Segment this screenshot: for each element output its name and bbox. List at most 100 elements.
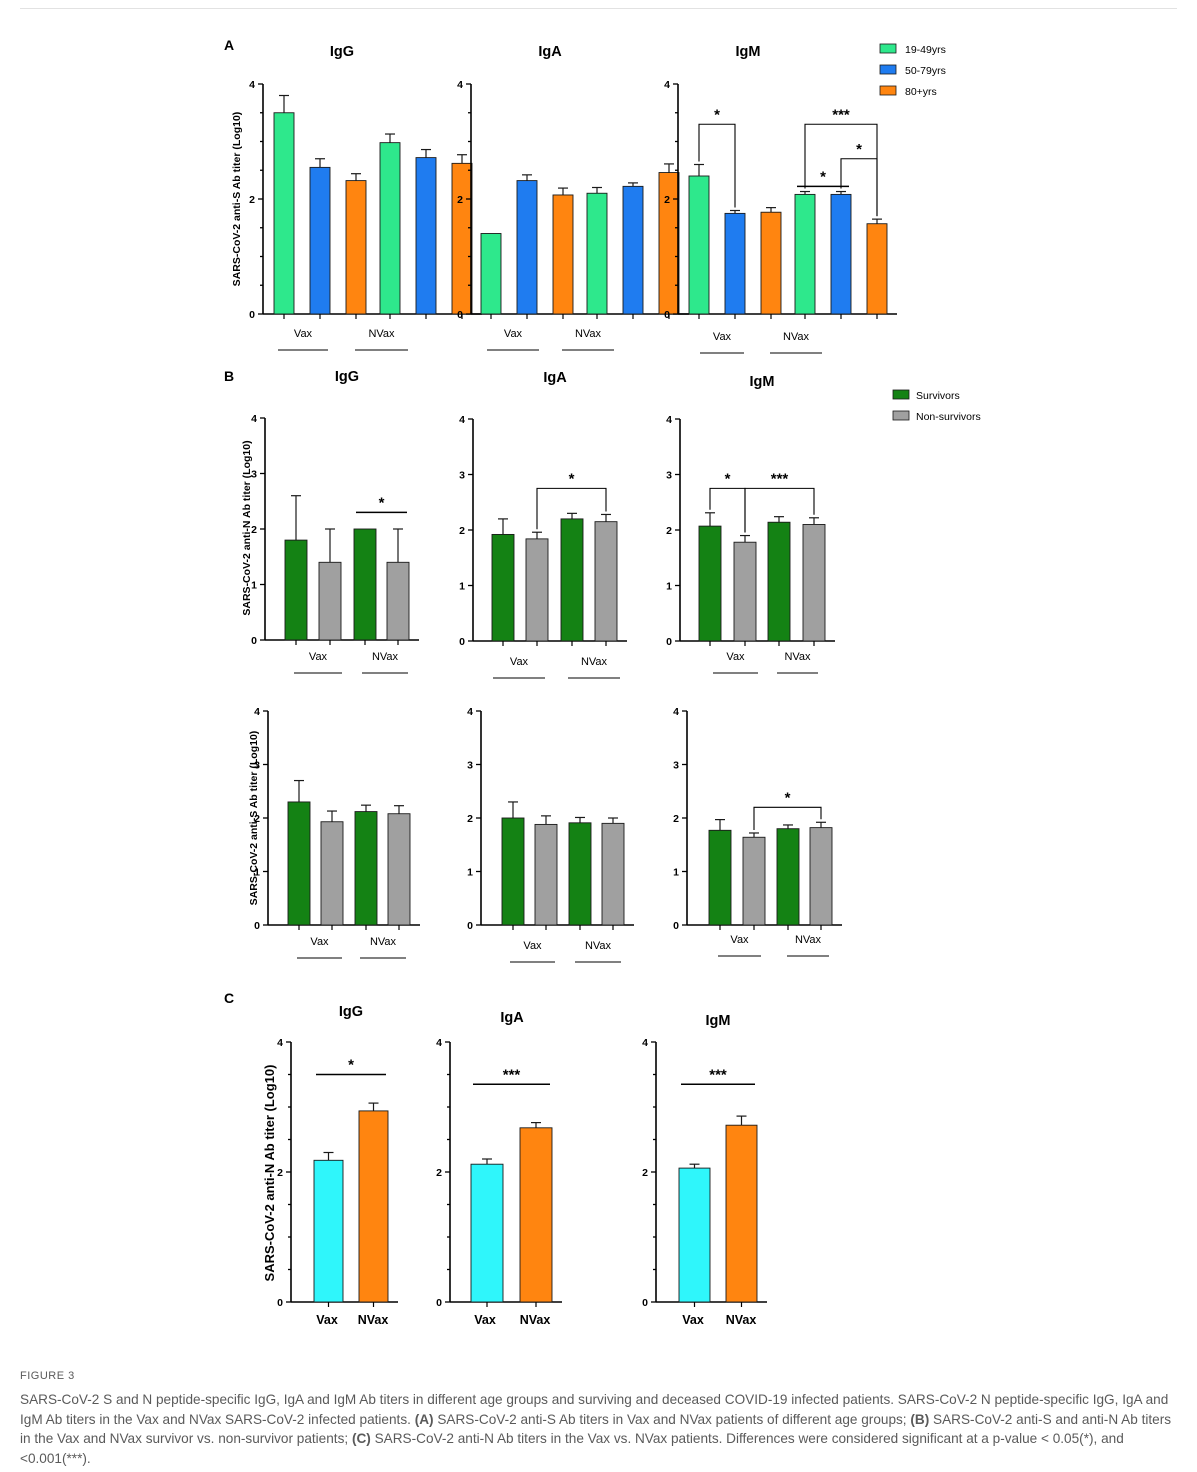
y-tick-label: 0 xyxy=(249,309,255,321)
y-tick-label: 4 xyxy=(254,706,260,718)
caption-a-text: SARS-CoV-2 anti-S Ab titers in Vax and N… xyxy=(437,1411,907,1427)
y-tick-label: 4 xyxy=(467,706,473,718)
significance-bracket xyxy=(753,806,822,830)
category-label: Vax xyxy=(316,1313,338,1327)
group-label: Vax xyxy=(726,651,745,663)
chart-title: IgM xyxy=(736,44,761,60)
bar xyxy=(698,525,722,642)
legend-swatch xyxy=(892,410,910,421)
y-tick-label: 4 xyxy=(457,79,463,91)
y-tick-label: 4 xyxy=(249,79,255,91)
y-tick-label: 2 xyxy=(249,194,255,206)
top-rule xyxy=(20,8,1177,9)
significance-bracket xyxy=(744,487,815,533)
y-tick-label: 4 xyxy=(436,1037,442,1049)
caption-a-label: (A) xyxy=(414,1411,434,1427)
significance-label: * xyxy=(379,494,385,511)
y-tick-label: 0 xyxy=(459,636,465,648)
panel-a-ylabel: SARS-CoV-2 anti-S Ab titer (Log10) xyxy=(231,112,243,287)
group-label: NVax xyxy=(372,651,399,663)
group-label: NVax xyxy=(795,934,822,946)
legend-label: 80+yrs xyxy=(905,86,937,98)
bar xyxy=(830,193,852,315)
group-label: NVax xyxy=(368,328,395,340)
y-tick-label: 3 xyxy=(254,760,260,772)
bar xyxy=(760,211,782,315)
legend-swatch xyxy=(879,85,897,96)
chart-c-igg: IgG 0 2 4 Vax NVax * xyxy=(277,1004,398,1327)
group-label: Vax xyxy=(523,940,542,952)
caption-intro: SARS-CoV-2 S and N peptide-specific IgG,… xyxy=(20,1392,1169,1427)
y-tick-label: 2 xyxy=(459,525,465,537)
bar xyxy=(318,561,342,641)
panel-c-ylabel: SARS-CoV-2 anti-N Ab titer (Log10) xyxy=(262,1065,277,1282)
y-tick-label: 2 xyxy=(251,524,257,536)
y-tick-label: 4 xyxy=(459,414,465,426)
significance-bracket xyxy=(840,158,878,217)
y-tick-label: 0 xyxy=(457,309,463,321)
bar xyxy=(678,1167,711,1303)
y-tick-label: 2 xyxy=(277,1167,283,1179)
y-tick-label: 1 xyxy=(673,867,679,879)
bar xyxy=(552,194,574,315)
chart-title: IgM xyxy=(750,374,775,390)
group-label: Vax xyxy=(309,651,328,663)
bar xyxy=(320,821,344,926)
y-tick-label: 1 xyxy=(254,867,260,879)
bar xyxy=(470,1163,504,1303)
figure-3: IgG 0 2 4 Vax NVax IgA 0 2 4 Vax NVax IgM 0 2 4 Vax NVax *… xyxy=(224,37,981,1327)
y-tick-label: 0 xyxy=(673,920,679,932)
bar xyxy=(733,541,757,642)
group-label: NVax xyxy=(784,651,811,663)
y-tick-label: 0 xyxy=(254,920,260,932)
category-label: NVax xyxy=(358,1313,389,1327)
bar xyxy=(586,192,608,315)
bar xyxy=(708,829,732,926)
bar xyxy=(767,521,791,642)
y-tick-label: 2 xyxy=(254,813,260,825)
y-tick-label: 0 xyxy=(251,635,257,647)
y-tick-label: 4 xyxy=(666,414,672,426)
legend-label: 50-79yrs xyxy=(905,65,946,77)
bar xyxy=(358,1110,389,1303)
category-label: Vax xyxy=(474,1313,496,1327)
y-tick-label: 0 xyxy=(666,636,672,648)
caption-label: FIGURE 3 xyxy=(20,1370,75,1382)
bar xyxy=(742,836,766,926)
y-tick-label: 3 xyxy=(666,470,672,482)
bar xyxy=(387,813,411,926)
caption-c-text: SARS-CoV-2 anti-N Ab titers in the Vax v… xyxy=(20,1431,1124,1466)
y-tick-label: 2 xyxy=(666,525,672,537)
category-label: NVax xyxy=(520,1313,551,1327)
bar xyxy=(353,528,377,641)
bar xyxy=(568,822,592,926)
significance-label: * xyxy=(785,789,791,806)
legend-swatch xyxy=(879,64,897,75)
chart-b-s-igg: 0 1 2 3 4 Vax NVax xyxy=(254,706,420,959)
y-tick-label: 3 xyxy=(673,760,679,772)
panel-b-top-ylabel: SARS-CoV-2 anti-N Ab titer (Log10) xyxy=(241,440,253,615)
group-label: Vax xyxy=(504,328,523,340)
group-label: Vax xyxy=(294,328,313,340)
legend-swatch xyxy=(892,389,910,400)
legend-label: Non-survivors xyxy=(916,411,981,423)
category-label: Vax xyxy=(682,1313,704,1327)
bar xyxy=(802,524,826,642)
y-tick-label: 2 xyxy=(673,813,679,825)
y-tick-label: 4 xyxy=(277,1037,283,1049)
chart-b-s-iga: 0 1 2 3 4 Vax NVax xyxy=(467,706,634,963)
y-tick-label: 3 xyxy=(459,470,465,482)
group-label: NVax xyxy=(585,940,612,952)
chart-title: IgA xyxy=(543,370,567,386)
chart-c-iga: IgA 0 2 4 Vax NVax *** xyxy=(436,1010,562,1327)
bar xyxy=(309,166,331,315)
bar xyxy=(451,162,473,315)
y-tick-label: 3 xyxy=(467,760,473,772)
bar xyxy=(379,142,401,315)
bar xyxy=(345,180,367,315)
significance-bracket xyxy=(698,123,736,208)
y-tick-label: 2 xyxy=(436,1167,442,1179)
bar xyxy=(560,518,584,642)
panel-label-a: A xyxy=(224,37,234,53)
chart-title: IgG xyxy=(330,44,354,60)
